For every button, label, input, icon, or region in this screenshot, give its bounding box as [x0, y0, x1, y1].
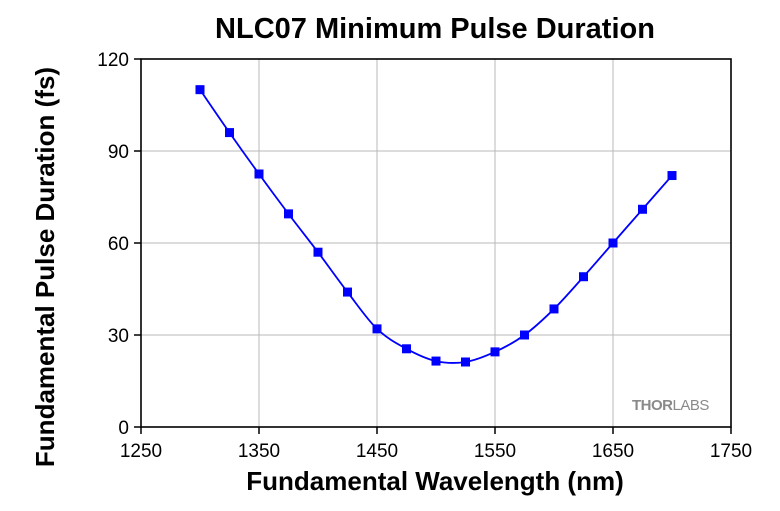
- x-tick-label: 1350: [238, 441, 280, 462]
- data-point: [667, 171, 677, 181]
- y-axis-label: Fundamental Pulse Duration (fs): [30, 67, 60, 467]
- data-point: [254, 169, 264, 179]
- grid: [141, 59, 731, 427]
- y-tick-label: 60: [108, 234, 129, 255]
- data-point: [520, 330, 529, 340]
- data-point: [343, 287, 352, 297]
- data-point: [225, 128, 234, 138]
- y-tick-label: 30: [108, 326, 129, 347]
- watermark-labs: LABS: [673, 397, 710, 414]
- y-tick-label: 90: [108, 142, 129, 163]
- data-point: [402, 344, 411, 354]
- data-point: [195, 85, 205, 95]
- data-point: [431, 356, 441, 366]
- x-tick-label: 1550: [474, 441, 516, 462]
- series-layer: [195, 85, 677, 367]
- x-axis-label: Fundamental Wavelength (nm): [246, 466, 624, 496]
- data-point: [638, 204, 647, 214]
- thorlabs-watermark: THORLABS: [632, 397, 709, 414]
- chart-title: NLC07 Minimum Pulse Duration: [215, 13, 655, 45]
- data-point: [461, 357, 470, 367]
- data-point: [284, 209, 293, 219]
- data-point: [608, 238, 618, 248]
- x-tick-label: 1450: [356, 441, 398, 462]
- data-point: [372, 324, 382, 334]
- series-line: [199, 89, 673, 364]
- watermark-thor: THOR: [632, 397, 673, 414]
- data-point: [490, 347, 500, 357]
- data-point: [313, 247, 323, 257]
- axis-ticks: 1250 1350 1450 1550 1650 1750 0 30 60 90 120: [97, 50, 752, 462]
- x-tick-label: 1750: [710, 441, 752, 462]
- data-point: [579, 272, 588, 282]
- y-tick-label: 0: [118, 418, 129, 439]
- x-tick-label: 1250: [120, 441, 162, 462]
- data-point: [549, 304, 559, 314]
- y-tick-label: 120: [97, 50, 129, 71]
- x-tick-label: 1650: [592, 441, 634, 462]
